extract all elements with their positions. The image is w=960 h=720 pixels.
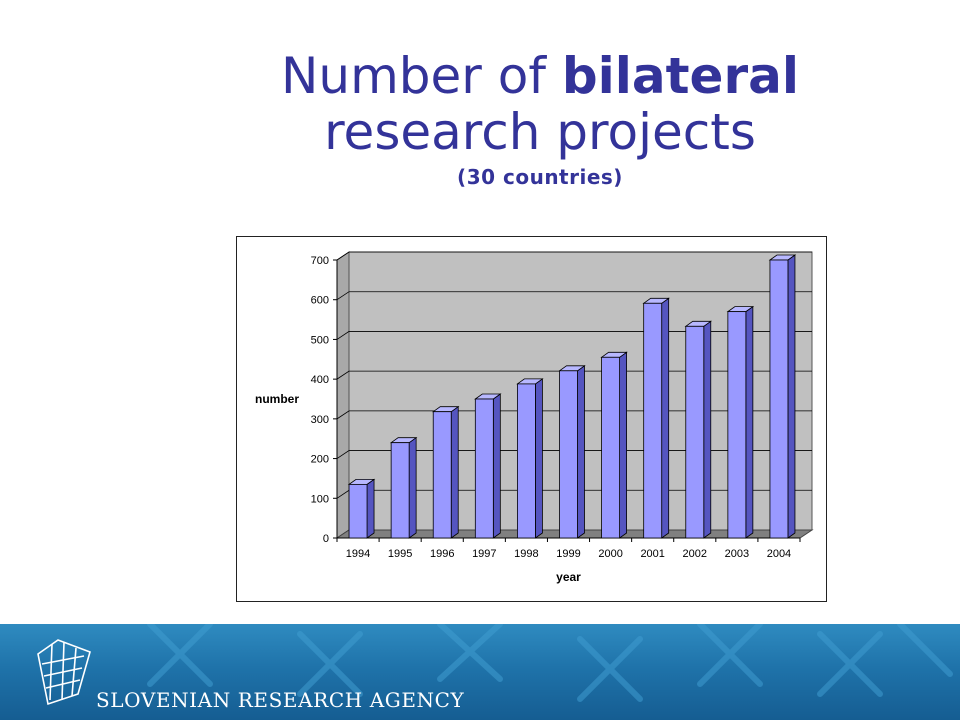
gridline xyxy=(336,291,812,301)
bar-side xyxy=(787,254,796,539)
x-tick-label: 1999 xyxy=(556,548,580,560)
x-tick-label: 1998 xyxy=(514,548,538,560)
title-prefix: Number of xyxy=(280,47,562,105)
title-subtitle: (30 countries) xyxy=(457,165,623,189)
x-axis-title: year xyxy=(556,570,581,584)
bar xyxy=(474,398,494,539)
x-tick-label: 2002 xyxy=(683,548,707,560)
y-tick-label: 400 xyxy=(311,374,329,386)
bar-side xyxy=(619,351,627,539)
bar xyxy=(517,383,536,539)
title-line-2: research projects xyxy=(324,103,756,161)
y-tick-label: 300 xyxy=(311,414,329,426)
x-tick-label: 1996 xyxy=(430,548,454,560)
footer-band: SLOVENIAN RESEARCH AGENCY xyxy=(0,624,960,720)
slide-title: Number of bilateral research projects (3… xyxy=(200,48,880,188)
gridline xyxy=(336,251,812,261)
y-tick-label: 500 xyxy=(311,334,329,346)
title-line-1: Number of bilateral xyxy=(200,48,880,104)
y-tick-label: 200 xyxy=(311,454,329,466)
y-axis-title: number xyxy=(255,392,299,406)
agency-logo xyxy=(37,639,91,706)
x-tick-label: 1995 xyxy=(388,548,412,560)
y-tick-label: 100 xyxy=(311,493,329,505)
x-tick-label: 1997 xyxy=(472,548,496,560)
bar xyxy=(769,259,789,539)
bar-side xyxy=(492,393,501,539)
bar xyxy=(559,370,578,539)
bar xyxy=(390,442,410,539)
x-tick-label: 2003 xyxy=(725,548,749,560)
bar-side xyxy=(450,405,459,539)
y-tick-label: 0 xyxy=(323,533,329,545)
title-bold-word: bilateral xyxy=(561,47,799,105)
y-tick-label: 700 xyxy=(311,255,329,267)
bar xyxy=(432,411,452,539)
bar-side xyxy=(535,378,543,539)
bar-side xyxy=(745,305,754,539)
bar-side xyxy=(408,436,417,539)
y-tick-label: 600 xyxy=(311,295,329,307)
footer-pattern xyxy=(147,624,953,702)
bar-side xyxy=(661,297,670,539)
agency-name: SLOVENIAN RESEARCH AGENCY xyxy=(96,688,465,712)
bar xyxy=(727,311,747,539)
chart-frame: 0 100 200 300 400 500 600 700 1994 1995 1996 1997 19… xyxy=(236,236,827,602)
x-tick-label: 2001 xyxy=(640,548,664,560)
bar xyxy=(643,302,663,539)
x-tick-label: 2000 xyxy=(598,548,622,560)
bar xyxy=(601,356,620,539)
bar-side xyxy=(577,365,585,539)
bar-chart: 0 100 200 300 400 500 600 700 1994 1995 1996 1997 19… xyxy=(255,251,814,584)
bar xyxy=(348,483,368,539)
plot-side-wall xyxy=(336,251,350,539)
bar-side xyxy=(703,320,712,539)
bar xyxy=(685,325,705,539)
bar-side xyxy=(366,478,375,539)
x-tick-label: 1994 xyxy=(346,548,370,560)
x-tick-label: 2004 xyxy=(767,548,791,560)
